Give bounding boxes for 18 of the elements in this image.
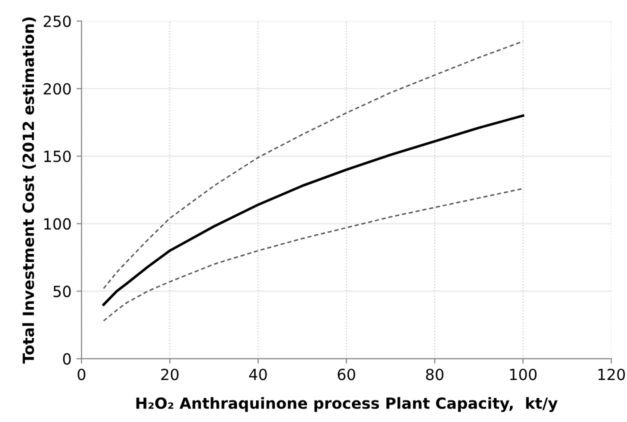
y-tick-label: 100: [44, 218, 71, 230]
x-tick-label: 80: [426, 368, 444, 380]
x-tick-label: 60: [338, 368, 356, 380]
x-tick-label: 40: [249, 368, 267, 380]
x-tick-label: 0: [78, 368, 86, 380]
y-tick-label: 150: [44, 150, 71, 162]
y-tick-label: 0: [63, 353, 71, 365]
x-tick-label: 120: [598, 368, 625, 380]
line-series: [102, 40, 524, 290]
x-axis-title: H₂O₂ Anthraquinone process Plant Capacity, kt/y: [136, 397, 558, 412]
y-axis-title: Total Investment Cost (2012 estimation): [22, 17, 36, 364]
y-tick-label: 200: [44, 83, 71, 95]
y-tick-label: 250: [44, 16, 71, 28]
y-tick-label: 50: [54, 286, 71, 298]
line-series: [102, 114, 524, 306]
x-tick-label: 100: [510, 368, 537, 380]
x-tick-label: 20: [161, 368, 179, 380]
line-series: [102, 188, 524, 322]
